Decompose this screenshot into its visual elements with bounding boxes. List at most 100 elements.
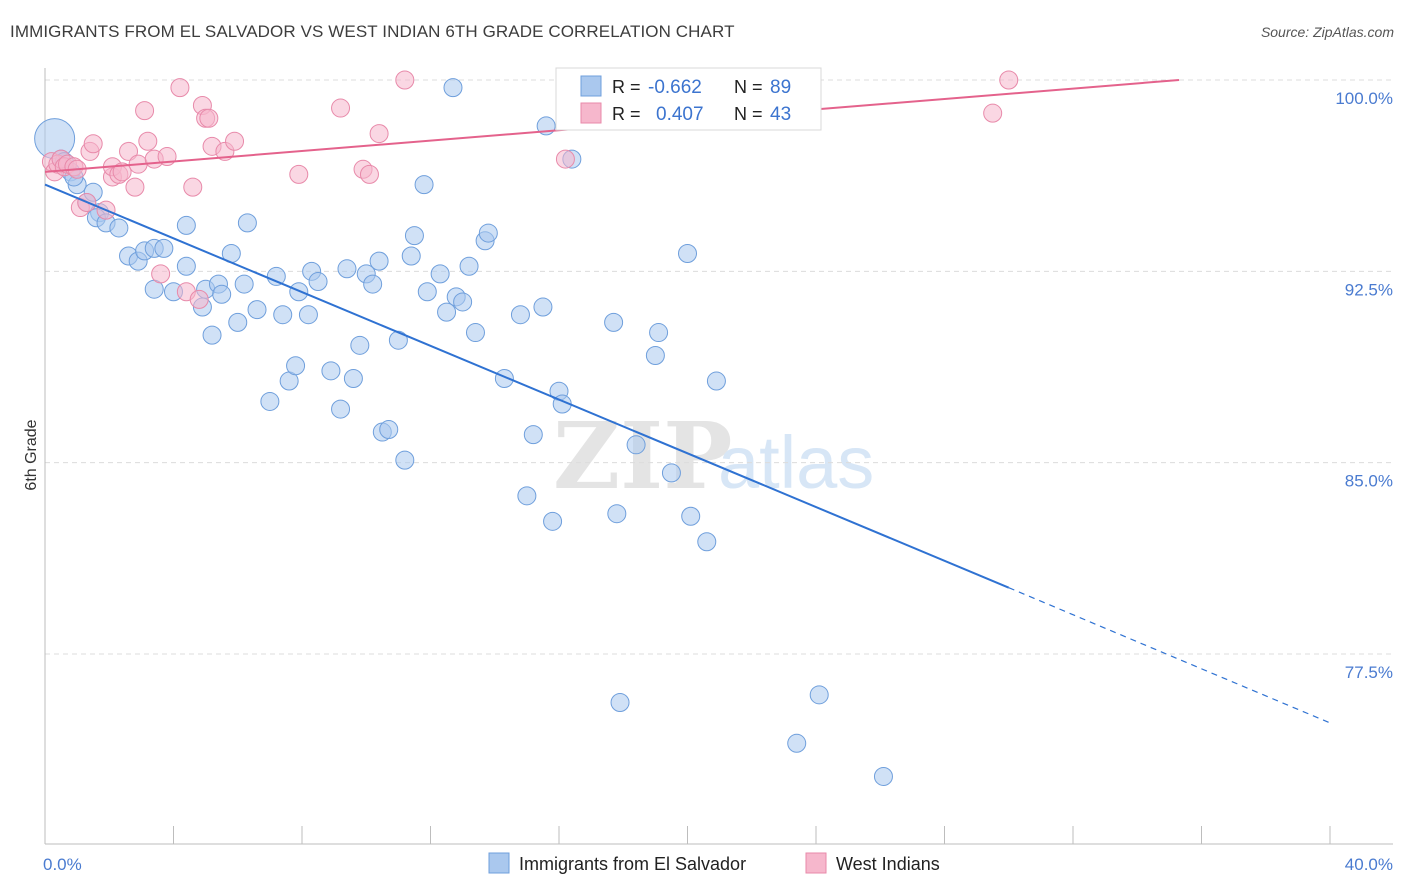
- series-legend: Immigrants from El Salvador West Indians: [488, 852, 940, 874]
- point-el-salvador: [873, 766, 893, 786]
- gridlines: [45, 79, 1393, 655]
- axes: [44, 68, 1393, 845]
- point-el-salvador: [681, 506, 701, 526]
- point-el-salvador: [678, 243, 697, 263]
- legend-swatch-blue: [580, 75, 602, 97]
- y-axis-title: 6th Grade: [23, 419, 40, 490]
- point-west-indians: [83, 134, 103, 154]
- point-west-indians: [151, 264, 171, 284]
- point-el-salvador: [533, 297, 553, 317]
- point-west-indians: [119, 141, 139, 161]
- point-west-indians: [395, 70, 415, 90]
- point-el-salvador: [437, 302, 457, 322]
- point-west-indians: [225, 131, 245, 151]
- bottom-legend-label-2: West Indians: [836, 854, 940, 874]
- legend-n-label-1: N =: [734, 77, 763, 97]
- point-el-salvador: [308, 272, 328, 292]
- legend-r-label-2: R =: [612, 104, 641, 124]
- trend-line-el-salvador: [44, 183, 1010, 589]
- point-el-salvador: [286, 356, 306, 376]
- point-west-indians: [135, 101, 155, 121]
- y-tick-labels: 77.5% 85.0% 92.5% 100.0%: [1335, 89, 1393, 682]
- point-el-salvador: [661, 463, 681, 483]
- point-el-salvador: [453, 292, 473, 312]
- x-tick-label: 40.0%: [1345, 855, 1393, 874]
- series-west-indians: [41, 70, 1019, 309]
- legend-n-label-2: N =: [734, 104, 763, 124]
- point-el-salvador: [331, 399, 351, 419]
- point-west-indians: [289, 164, 309, 184]
- point-el-salvador: [212, 284, 232, 304]
- point-el-salvador: [787, 733, 807, 753]
- point-el-salvador: [234, 274, 254, 294]
- point-el-salvador: [430, 264, 450, 284]
- legend-r-value-1: -0.662: [648, 77, 702, 98]
- point-el-salvador: [379, 420, 399, 440]
- point-west-indians: [125, 177, 145, 197]
- series-immigrants-el-salvador: [34, 78, 893, 786]
- point-el-salvador: [109, 218, 129, 238]
- point-el-salvador: [649, 323, 669, 343]
- point-el-salvador: [176, 215, 196, 235]
- trend-line-el-salvador-extension: [1008, 587, 1331, 724]
- bottom-legend-label-1: Immigrants from El Salvador: [519, 854, 746, 874]
- legend-swatch-pink: [580, 102, 602, 124]
- point-west-indians: [138, 131, 158, 151]
- point-el-salvador: [443, 78, 463, 98]
- point-el-salvador: [523, 425, 543, 445]
- point-el-salvador: [260, 391, 280, 411]
- point-el-salvador: [395, 450, 415, 470]
- point-west-indians: [331, 98, 351, 118]
- point-el-salvador: [337, 259, 357, 279]
- point-el-salvador: [645, 346, 665, 366]
- point-el-salvador: [202, 325, 222, 345]
- point-el-salvador: [343, 368, 363, 388]
- legend-r-value-2: 0.407: [656, 104, 704, 125]
- point-el-salvador: [401, 246, 421, 266]
- point-el-salvador: [414, 175, 434, 195]
- point-el-salvador: [176, 256, 196, 276]
- point-el-salvador: [610, 692, 630, 712]
- point-el-salvador: [459, 256, 479, 276]
- watermark-zip: ZIP: [553, 402, 732, 510]
- x-tick-labels: 0.0% 40.0%: [43, 855, 1393, 874]
- legend-n-value-1: 89: [770, 77, 791, 98]
- y-tick-label: 100.0%: [1335, 89, 1393, 108]
- point-el-salvador: [697, 532, 717, 552]
- point-el-salvador: [298, 305, 318, 325]
- point-el-salvador: [417, 282, 437, 302]
- y-tick-label: 77.5%: [1345, 663, 1393, 682]
- point-el-salvador: [517, 486, 537, 506]
- bottom-legend-swatch-blue: [488, 852, 510, 874]
- point-el-salvador: [604, 312, 624, 332]
- point-el-salvador: [465, 323, 485, 343]
- point-west-indians: [199, 108, 219, 128]
- point-el-salvador: [388, 330, 408, 350]
- legend-n-value-2: 43: [770, 104, 791, 125]
- legend-r-label-1: R =: [612, 77, 641, 97]
- source-credit: Source: ZipAtlas.com: [1260, 24, 1394, 40]
- point-el-salvador: [363, 274, 383, 294]
- point-west-indians: [359, 164, 379, 184]
- point-el-salvador: [321, 361, 341, 381]
- point-west-indians: [189, 289, 209, 309]
- point-el-salvador: [237, 213, 257, 233]
- point-west-indians: [555, 149, 575, 169]
- point-el-salvador: [273, 305, 293, 325]
- point-el-salvador: [543, 511, 563, 531]
- point-west-indians: [112, 162, 132, 182]
- point-west-indians: [170, 78, 190, 98]
- point-west-indians: [183, 177, 203, 197]
- point-el-salvador: [510, 305, 530, 325]
- x-tick-label: 0.0%: [43, 855, 82, 874]
- point-el-salvador: [154, 238, 174, 258]
- point-west-indians: [999, 70, 1019, 90]
- stats-legend: R = -0.662 N = 89 R = 0.407 N = 43: [555, 67, 822, 131]
- y-tick-label: 92.5%: [1345, 280, 1393, 299]
- point-west-indians: [983, 103, 1003, 123]
- point-el-salvador: [478, 223, 498, 243]
- point-el-salvador: [626, 435, 646, 455]
- bottom-legend-swatch-pink: [805, 852, 827, 874]
- point-el-salvador: [350, 335, 370, 355]
